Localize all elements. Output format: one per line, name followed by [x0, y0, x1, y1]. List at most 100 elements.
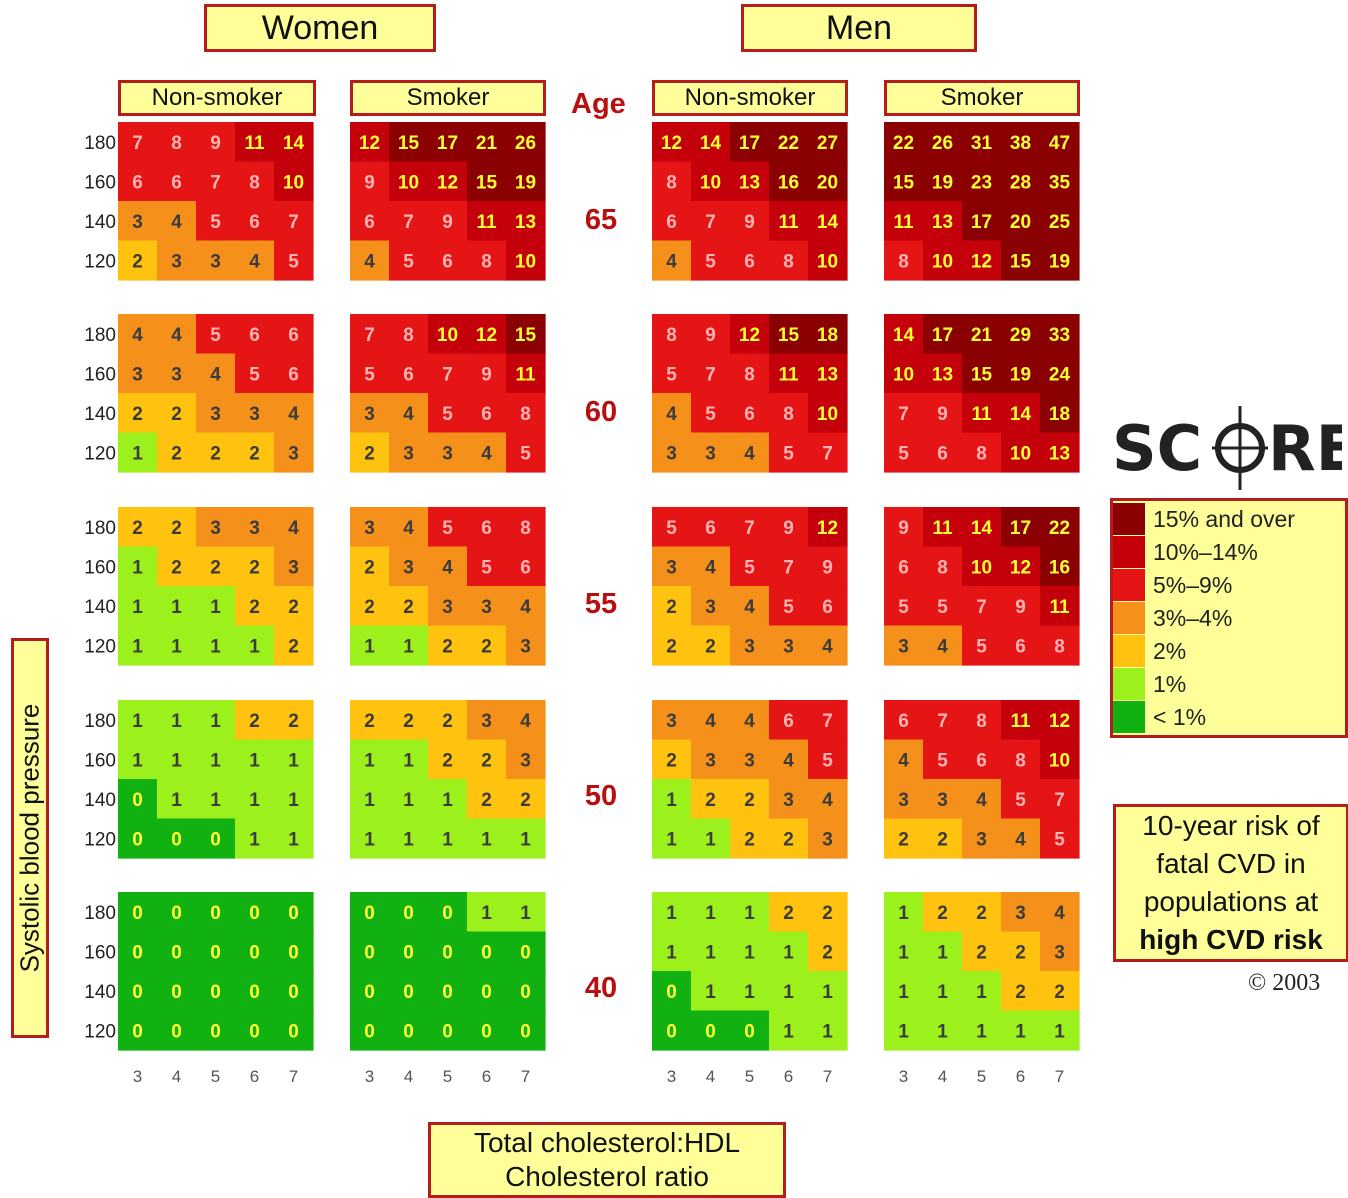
risk-value: 6 — [744, 251, 755, 272]
y-tick-label: 160 — [84, 557, 116, 578]
risk-value: 26 — [932, 133, 953, 154]
risk-value: 2 — [210, 443, 221, 464]
risk-cell — [691, 546, 731, 587]
risk-value: 3 — [666, 443, 677, 464]
risk-value: 0 — [171, 829, 182, 850]
risk-cell — [389, 546, 429, 587]
risk-value: 6 — [822, 597, 833, 618]
legend-label: < 1% — [1153, 703, 1207, 730]
risk-cell — [923, 161, 963, 202]
legend: 15% and over 10%–14% 5%–9% 3%–4% 2% 1% < 1% — [1110, 498, 1348, 738]
risk-cell — [467, 122, 507, 163]
risk-value: 1 — [937, 942, 948, 963]
risk-value: 2 — [1015, 982, 1026, 1003]
risk-cell — [196, 240, 236, 281]
men-header: Men — [741, 4, 977, 52]
risk-cell — [274, 314, 314, 355]
risk-value: 9 — [210, 133, 221, 154]
risk-value: 19 — [932, 172, 953, 193]
risk-cell — [1001, 546, 1041, 587]
risk-value: 0 — [210, 1021, 221, 1042]
risk-value: 2 — [442, 711, 453, 732]
risk-value: 0 — [288, 903, 299, 924]
risk-cell — [652, 739, 692, 780]
legend-item: 1% — [1113, 668, 1186, 700]
risk-value: 3 — [132, 212, 143, 233]
risk-cell — [1040, 1010, 1080, 1051]
risk-value: 21 — [476, 133, 498, 154]
risk-value: 14 — [971, 518, 993, 539]
risk-cell — [808, 161, 848, 202]
risk-value: 28 — [1010, 172, 1031, 193]
risk-value: 1 — [783, 942, 794, 963]
risk-cell — [157, 432, 197, 473]
risk-value: 2 — [403, 711, 414, 732]
risk-cell — [808, 779, 848, 820]
risk-cell — [157, 122, 197, 163]
risk-value: 5 — [210, 325, 221, 346]
risk-value: 0 — [403, 982, 414, 1003]
risk-value: 9 — [705, 325, 716, 346]
risk-value: 7 — [288, 212, 299, 233]
risk-cell — [467, 393, 507, 434]
risk-value: 6 — [976, 750, 987, 771]
risk-value: 2 — [132, 251, 143, 272]
x-tick-label: 5 — [211, 1067, 220, 1086]
risk-value: 1 — [210, 597, 221, 618]
risk-value: 16 — [778, 172, 799, 193]
risk-value: 2 — [481, 790, 492, 811]
risk-cell — [157, 240, 197, 281]
risk-cell — [1001, 739, 1041, 780]
risk-value: 0 — [132, 942, 143, 963]
risk-value: 3 — [822, 829, 833, 850]
risk-cell — [1040, 586, 1080, 627]
x-tick-label: 3 — [899, 1067, 908, 1086]
risk-cell — [506, 625, 546, 666]
svg-text:RE: RE — [1268, 412, 1342, 485]
risk-cell — [808, 353, 848, 394]
risk-cell — [274, 161, 314, 202]
risk-value: 12 — [661, 133, 682, 154]
risk-cell — [691, 432, 731, 473]
risk-value: 12 — [739, 325, 760, 346]
y-tick-label: 160 — [84, 750, 116, 771]
risk-cell — [769, 122, 809, 163]
risk-cell — [428, 1010, 468, 1051]
y-tick-label: 120 — [84, 251, 116, 272]
risk-value: 38 — [1010, 133, 1031, 154]
risk-cell — [769, 779, 809, 820]
risk-value: 15 — [971, 364, 993, 385]
risk-cell — [118, 586, 158, 627]
risk-value: 1 — [171, 790, 182, 811]
risk-value: 15 — [893, 172, 915, 193]
risk-value: 1 — [132, 443, 143, 464]
risk-value: 20 — [817, 172, 838, 193]
risk-cell — [350, 507, 390, 548]
risk-cell — [235, 1010, 275, 1051]
risk-value: 4 — [937, 636, 948, 657]
risk-cell — [769, 625, 809, 666]
risk-cell — [769, 971, 809, 1012]
risk-cell — [808, 586, 848, 627]
risk-value: 1 — [976, 1021, 987, 1042]
risk-cell — [389, 625, 429, 666]
risk-cell — [118, 1010, 158, 1051]
score-logo-icon: SC RE — [1112, 406, 1342, 490]
risk-value: 2 — [442, 636, 453, 657]
risk-cell — [196, 507, 236, 548]
risk-value: 18 — [817, 325, 838, 346]
risk-cell — [923, 314, 963, 355]
risk-cell — [769, 507, 809, 548]
risk-value: 8 — [976, 443, 987, 464]
risk-cell — [350, 739, 390, 780]
risk-cell — [1001, 393, 1041, 434]
risk-cell — [1001, 432, 1041, 473]
risk-cell — [389, 240, 429, 281]
risk-cell — [157, 971, 197, 1012]
risk-cell — [1040, 122, 1080, 163]
risk-value: 11 — [515, 364, 536, 385]
risk-value: 7 — [403, 212, 414, 233]
risk-value: 0 — [132, 903, 143, 924]
risk-value: 15 — [778, 325, 800, 346]
